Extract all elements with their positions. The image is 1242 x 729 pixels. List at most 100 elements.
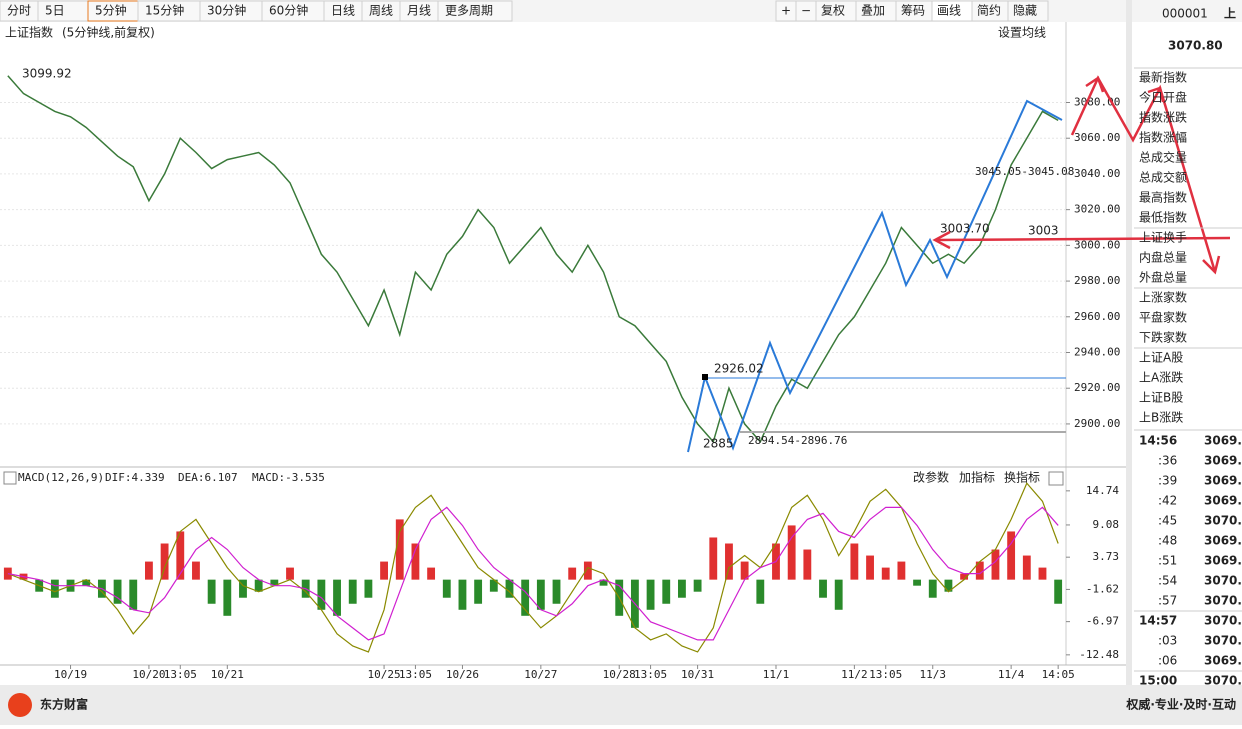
y-tick-label: 2980.00 — [1074, 274, 1120, 287]
macd-bar — [709, 537, 718, 580]
macd-bar — [944, 579, 953, 592]
macd-bar — [113, 579, 122, 604]
tick-price: 3070.7 — [1204, 674, 1242, 688]
tick-time: :39 — [1158, 474, 1177, 488]
tool-label[interactable]: 叠加 — [861, 4, 885, 18]
footer-bg — [0, 685, 1242, 725]
field-label: 总成交量 — [1139, 150, 1187, 165]
tool-label[interactable]: 简约 — [977, 3, 1001, 18]
period-label[interactable]: 5分钟 — [95, 3, 127, 18]
macd-button[interactable]: 换指标 — [1004, 470, 1040, 485]
macd-bar — [129, 579, 138, 610]
macd-bar — [693, 579, 702, 592]
tool-label[interactable]: + — [781, 4, 791, 18]
y-tick-label: -12.48 — [1079, 648, 1119, 661]
period-tab[interactable] — [437, 0, 513, 22]
tick-time: :42 — [1158, 494, 1177, 508]
y-tick-label: 3040.00 — [1074, 167, 1120, 180]
y-tick-label: 2920.00 — [1074, 381, 1120, 394]
settings-link[interactable]: 设置均线 — [998, 26, 1046, 40]
macd-bar — [599, 579, 608, 586]
macd-bar — [552, 579, 561, 604]
tool-label[interactable]: 复权 — [821, 4, 845, 18]
chart-title: 上证指数 — [5, 25, 53, 40]
close-button[interactable] — [1048, 471, 1064, 486]
period-label[interactable]: 5日 — [45, 4, 65, 18]
tick-price: 3069.9 — [1204, 654, 1242, 668]
tick-price: 3070.0 — [1204, 514, 1242, 528]
legend-dea: DEA:6.107 — [178, 471, 238, 484]
x-tick-label: 10/28 — [603, 668, 636, 681]
y-tick-label: -6.97 — [1086, 615, 1119, 628]
arrow-path — [934, 236, 1231, 242]
tool-label[interactable]: 筹码 — [901, 4, 925, 18]
x-tick-label: 10/26 — [446, 668, 479, 681]
period-label[interactable]: 30分钟 — [207, 3, 246, 18]
period-label[interactable]: 更多周期 — [445, 4, 493, 18]
macd-bar — [834, 579, 843, 610]
quote-code: 000001 — [1162, 7, 1208, 21]
tick-price: 3069.4 — [1204, 474, 1242, 488]
period-label[interactable]: 60分钟 — [269, 3, 308, 18]
macd-bar — [364, 579, 373, 598]
indicator-line — [7, 506, 1059, 641]
period-label[interactable]: 日线 — [331, 4, 355, 18]
macd-bar — [928, 579, 937, 598]
tool-label[interactable]: − — [801, 4, 811, 18]
anchor — [702, 374, 708, 380]
macd-bar — [474, 579, 483, 604]
macd-button[interactable]: 加指标 — [959, 470, 995, 485]
tool-label[interactable]: 隐藏 — [1013, 4, 1037, 18]
arrowhead — [1085, 76, 1105, 93]
macd-bar — [192, 561, 200, 580]
macd-button[interactable]: 改参数 — [913, 470, 949, 485]
period-label[interactable]: 15分钟 — [145, 3, 184, 18]
macd-bar — [897, 561, 906, 580]
tick-price: 3069.0 — [1204, 454, 1242, 468]
y-tick-label: 2960.00 — [1074, 310, 1120, 323]
macd-bar — [3, 567, 12, 580]
price-pane: 2900.00 2920.00 2940.00 2960.00 2980.00 3000.… — [0, 75, 1120, 681]
period-label[interactable]: 周线 — [369, 4, 393, 18]
macd-bar — [160, 543, 169, 580]
tool-label[interactable]: 画线 — [937, 4, 961, 18]
macd-bar — [1022, 555, 1031, 580]
macd-bar — [82, 579, 91, 586]
help-icon[interactable] — [3, 471, 17, 485]
field-label: 今日开盘 — [1139, 90, 1187, 105]
splitter[interactable] — [1126, 0, 1132, 685]
tick-price: 3070.8 — [1204, 594, 1242, 608]
x-tick-label: 11/4 — [998, 668, 1025, 681]
quote-price: 3070.80 — [1168, 39, 1223, 53]
tool-button[interactable] — [1007, 0, 1049, 22]
tick-price: 3069.8 — [1204, 554, 1242, 568]
arrowhead — [1202, 255, 1221, 275]
field-label: 上涨家数 — [1139, 290, 1187, 305]
x-tick-label: 13:05 — [164, 668, 197, 681]
x-tick-label: 14:05 — [1042, 668, 1075, 681]
macd-bar — [427, 567, 436, 580]
y-tick-label: 3.73 — [1093, 550, 1120, 563]
slogan: 权威·专业·及时·互动 — [1125, 697, 1236, 712]
macd-bar — [207, 579, 216, 604]
arrowhead — [932, 230, 951, 250]
chart-subtitle: (5分钟线,前复权) — [62, 25, 155, 40]
x-tick-label: 10/31 — [681, 668, 714, 681]
macd-bar — [333, 579, 341, 616]
legend-dif: DIF:4.339 — [105, 471, 165, 484]
macd-bar — [913, 579, 921, 586]
x-tick-label: 13:05 — [634, 668, 667, 681]
drawing-label: 3003.70 — [940, 222, 990, 236]
indicator-line — [7, 482, 1059, 653]
period-label[interactable]: 分时 — [7, 4, 31, 18]
macd-bar — [505, 579, 514, 598]
period-label[interactable]: 月线 — [407, 4, 431, 18]
y-tick-label: 3020.00 — [1074, 203, 1120, 216]
tick-time: :45 — [1158, 514, 1177, 528]
field-label: 指数涨幅 — [1139, 130, 1187, 145]
quote-panel: 000001 上 3070.80 最新指数今日开盘指数涨跌指数涨幅总成交量总成交额最高… — [1134, 6, 1242, 688]
field-label: 平盘家数 — [1139, 310, 1187, 325]
macd-bar — [286, 567, 294, 580]
macd-bar — [239, 579, 247, 598]
macd-bar — [442, 579, 451, 598]
